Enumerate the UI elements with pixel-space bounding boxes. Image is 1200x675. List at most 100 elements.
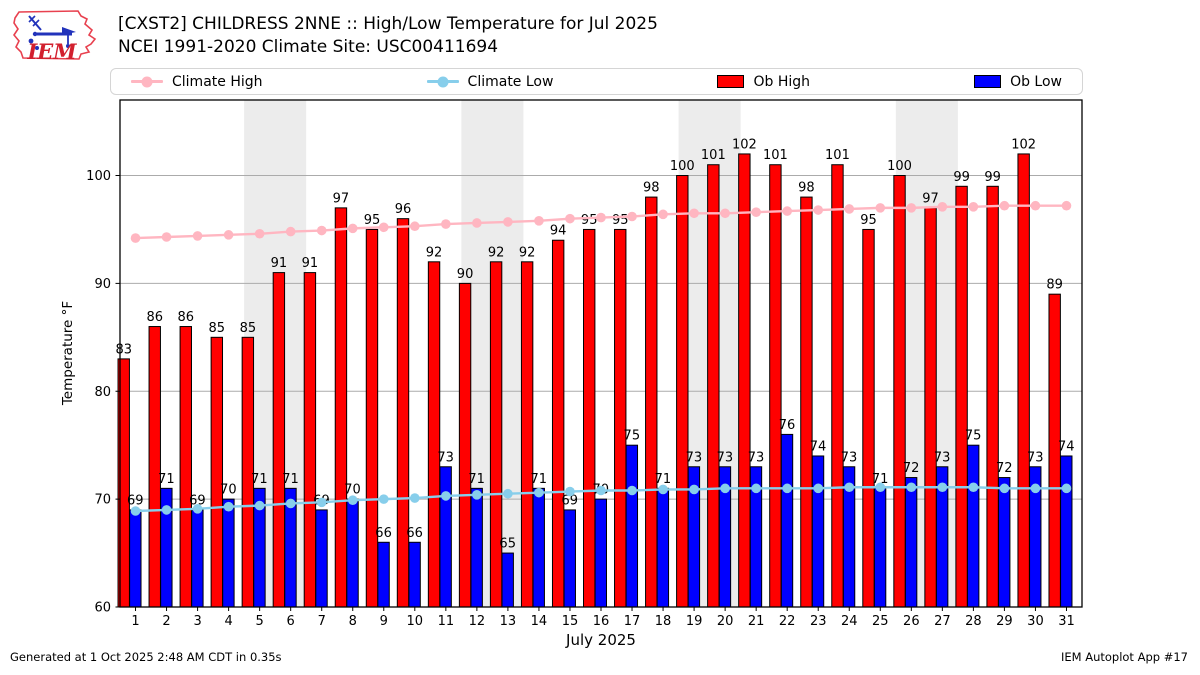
ob-low-value-label: 69 — [561, 493, 578, 508]
climate-high-marker — [906, 203, 917, 213]
climate-high-marker — [968, 201, 979, 212]
climate-high-marker — [875, 203, 886, 213]
legend-item-ob-high: Ob High — [717, 74, 810, 90]
ob-low-value-label: 66 — [375, 526, 392, 541]
ob-high-bar — [986, 185, 999, 608]
x-tick-label: 19 — [686, 614, 703, 629]
x-tick-label: 15 — [562, 614, 579, 629]
ob-low-legend-label: Ob Low — [1010, 73, 1062, 90]
climate-low-marker — [751, 483, 761, 494]
climate-low-marker — [844, 482, 855, 493]
climate-low-marker — [968, 482, 979, 493]
climate-low-marker — [503, 488, 513, 499]
x-tick-label: 6 — [287, 614, 295, 629]
y-tick-label: 90 — [94, 277, 111, 292]
ob-low-value-label: 76 — [779, 418, 796, 433]
ob-high-bar — [179, 326, 192, 608]
ob-high-value-label: 101 — [825, 148, 850, 163]
x-tick-label: 14 — [531, 614, 548, 629]
ob-high-bar — [583, 228, 596, 608]
ob-high-bar — [520, 261, 534, 608]
iowa-outline — [13, 10, 97, 60]
ob-high-bar — [148, 326, 161, 608]
ob-low-value-label: 74 — [810, 439, 827, 454]
climate-high-marker — [751, 207, 761, 217]
x-tick-label: 2 — [162, 614, 170, 629]
ob-low-value-label: 73 — [437, 450, 454, 465]
climate-high-marker — [565, 213, 575, 224]
ob-high-value-label: 101 — [701, 148, 726, 163]
climate-high-marker — [1061, 200, 1072, 211]
x-tick-label: 27 — [934, 614, 951, 629]
climate-low-marker — [658, 484, 668, 495]
ob-low-bar — [377, 541, 390, 608]
climate-low-marker — [627, 485, 637, 496]
ob-high-value-label: 101 — [763, 148, 788, 163]
y-tick-label: 70 — [94, 493, 111, 508]
x-tick-label: 29 — [996, 614, 1013, 629]
legend: Climate High Climate Low Ob High Ob Low — [110, 68, 1083, 95]
x-tick-label: 4 — [224, 614, 232, 629]
x-tick-label: 25 — [872, 614, 889, 629]
climate-high-marker — [347, 223, 358, 234]
iem-logo: IEM — [13, 10, 97, 64]
climate-high-marker — [627, 211, 637, 222]
climate-high-marker — [720, 208, 730, 219]
ob-high-bar — [272, 272, 286, 608]
climate-low-marker — [565, 486, 575, 497]
climate-low-marker — [472, 490, 482, 500]
ob-low-value-label: 70 — [344, 483, 361, 498]
ob-low-value-label: 65 — [499, 537, 516, 552]
ob-low-bar — [222, 498, 235, 608]
ob-high-bar — [210, 336, 224, 608]
climate-high-marker — [534, 216, 544, 226]
ob-low-value-label: 71 — [655, 472, 672, 487]
ob-high-bar — [676, 175, 689, 608]
ob-high-value-label: 98 — [643, 181, 660, 196]
climate-low-marker — [720, 483, 730, 494]
climate-low-marker — [254, 500, 265, 511]
ob-high-value-label: 102 — [1011, 137, 1036, 152]
ob-low-value-label: 72 — [996, 461, 1013, 476]
ob-high-value-label: 85 — [209, 321, 226, 336]
climate-high-marker — [472, 218, 482, 228]
weather-vane-icon — [28, 15, 76, 50]
climate-low-marker — [596, 485, 606, 496]
ob-high-value-label: 98 — [798, 181, 815, 196]
ob-low-value-label: 72 — [903, 461, 920, 476]
climate-high-marker — [285, 226, 296, 237]
x-tick-label: 24 — [841, 614, 858, 629]
x-tick-label: 20 — [717, 614, 734, 629]
y-tick-label: 60 — [94, 601, 111, 616]
climate-low-marker — [937, 482, 948, 493]
ob-high-value-label: 86 — [146, 310, 163, 325]
x-tick-label: 18 — [655, 614, 672, 629]
x-tick-label: 23 — [810, 614, 827, 629]
x-tick-label: 26 — [903, 614, 920, 629]
ob-low-value-label: 73 — [717, 450, 734, 465]
ob-high-bar — [551, 239, 565, 608]
ob-low-value-label: 69 — [189, 493, 206, 508]
climate-high-marker — [999, 200, 1010, 211]
ob-high-value-label: 99 — [984, 170, 1001, 185]
ob-high-value-label: 95 — [364, 213, 381, 228]
app-credit: IEM Autoplot App #17 — [1060, 650, 1188, 664]
x-tick-label: 17 — [624, 614, 641, 629]
ob-low-bar — [780, 433, 794, 608]
ob-low-value-label: 73 — [934, 450, 951, 465]
climate-high-marker — [1030, 200, 1041, 211]
ob-high-bar — [800, 196, 813, 608]
x-axis-label: July 2025 — [565, 631, 636, 649]
climate-low-marker — [875, 482, 886, 493]
ob-low-bar — [904, 477, 918, 608]
x-tick-label: 11 — [438, 614, 455, 629]
ob-high-value-label: 100 — [887, 159, 912, 174]
x-tick-label: 10 — [407, 614, 424, 629]
ob-high-value-label: 91 — [302, 256, 319, 271]
climate-low-marker — [1061, 483, 1072, 494]
climate-high-marker — [441, 219, 451, 229]
x-tick-label: 28 — [965, 614, 982, 629]
climate-low-legend-marker — [426, 80, 459, 83]
ob-low-bar — [998, 477, 1011, 608]
